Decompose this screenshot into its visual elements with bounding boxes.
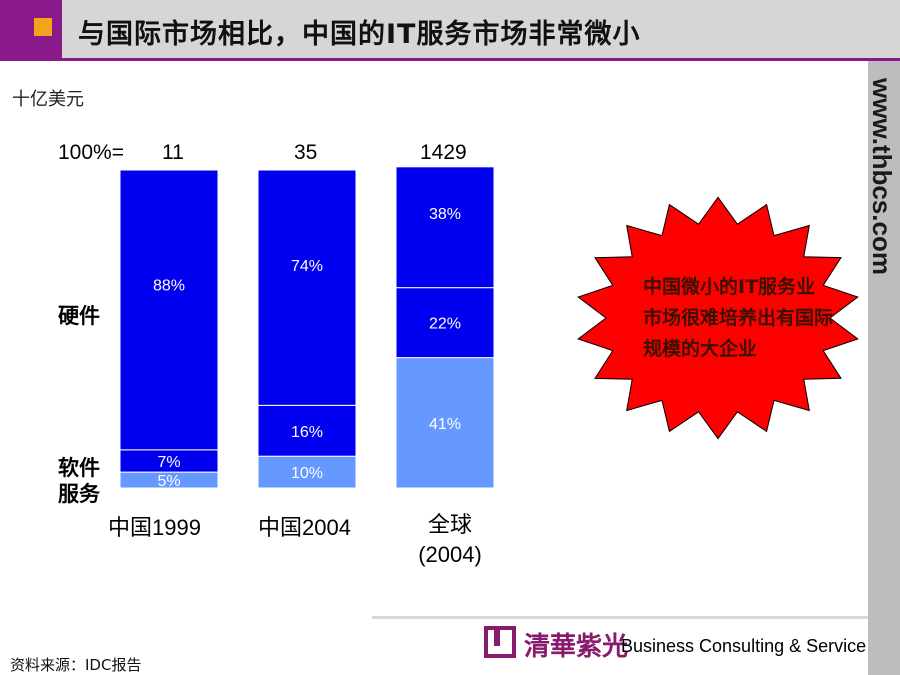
bar-2-1: [395, 287, 495, 359]
legend-hardware: 硬件: [58, 304, 100, 328]
total-label-0: 11: [162, 141, 184, 164]
value-label-1-1: 16%: [291, 424, 323, 441]
company-logo-icon: [484, 626, 516, 658]
bullet-square-icon: [34, 18, 52, 36]
value-label-2-0: 41%: [429, 416, 461, 433]
total-label-1: 35: [294, 141, 318, 164]
total-label-2: 1429: [420, 141, 467, 164]
value-label-0-0: 5%: [157, 473, 180, 490]
bar-1-0: [257, 455, 357, 489]
value-label-0-2: 88%: [153, 277, 185, 294]
title-bar: [0, 0, 900, 58]
legend-services: 服务: [58, 482, 100, 506]
bar-1-1: [257, 404, 357, 457]
bar-2-0: [395, 357, 495, 489]
footer-divider: [372, 616, 868, 619]
value-label-1-0: 10%: [291, 465, 323, 482]
value-label-1-2: 74%: [291, 258, 323, 275]
company-seal: 清華紫光: [524, 632, 629, 662]
callout-text: 中国微小的IT服务业市场很难培养出有国际规模的大企业: [643, 276, 834, 360]
company-name: Business Consulting & Service: [621, 636, 867, 656]
category-label-0: 中国1999: [108, 515, 201, 540]
side-bar: [868, 61, 900, 675]
total-prefix: 100%=: [58, 141, 124, 164]
bar-0-2: [119, 169, 219, 451]
category-label-1: 中国2004: [258, 515, 351, 540]
category-label-2: 全球 (2004): [418, 512, 482, 567]
title-underline: [0, 58, 900, 61]
legend-software: 软件: [58, 456, 100, 480]
bar-2-2: [395, 166, 495, 289]
value-label-2-2: 38%: [429, 206, 461, 223]
page-title: 与国际市场相比，中国的IT服务市场非常微小: [78, 19, 641, 50]
unit-label: 十亿美元: [12, 89, 84, 110]
website-label: www.thbcs.com: [867, 78, 897, 275]
bar-1-2: [257, 169, 357, 406]
value-label-0-1: 7%: [157, 454, 180, 471]
source-note: 资料来源：IDC报告: [10, 656, 142, 674]
value-label-2-1: 22%: [429, 316, 461, 333]
